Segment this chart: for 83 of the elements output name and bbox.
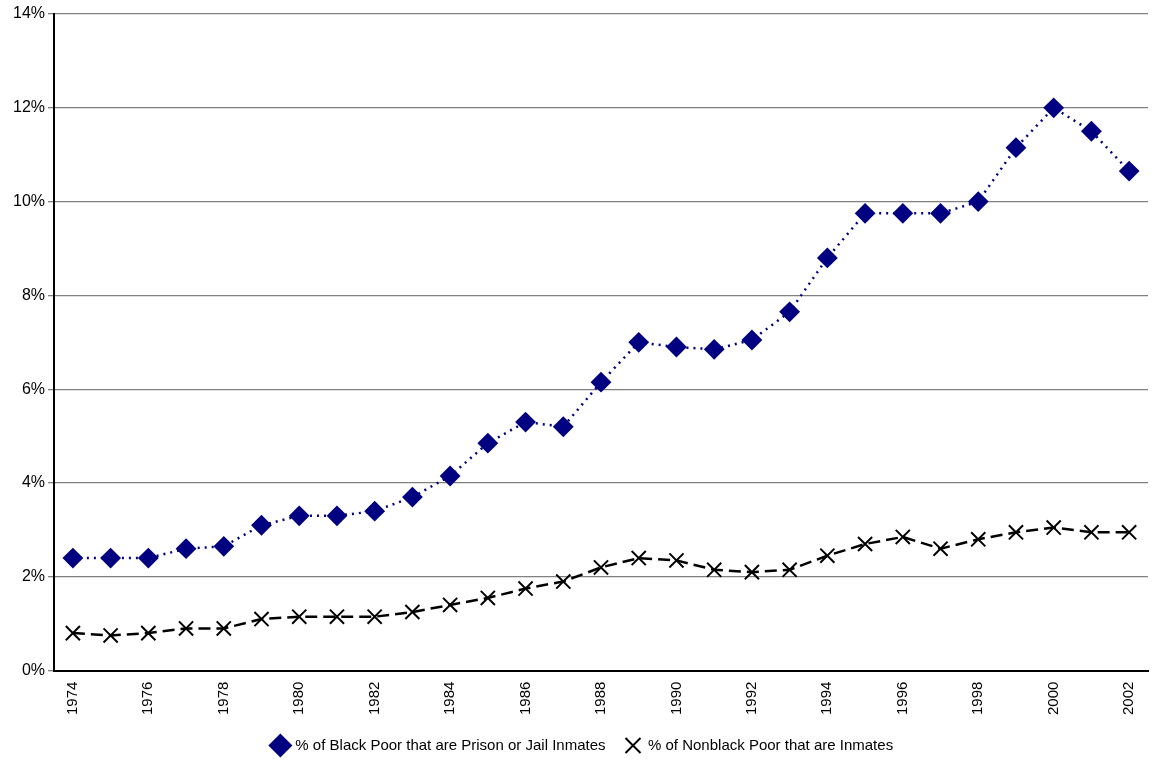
point xyxy=(1119,161,1140,182)
x-tick-label: 1974 xyxy=(63,681,81,716)
point xyxy=(668,552,685,569)
point xyxy=(666,337,687,358)
point xyxy=(402,487,423,508)
point xyxy=(176,538,197,559)
point xyxy=(932,540,949,557)
point xyxy=(817,247,838,268)
legend-label: % of Black Poor that are Prison or Jail Inmates xyxy=(295,735,606,753)
x-tick-label: 1996 xyxy=(892,681,910,716)
point xyxy=(894,528,911,546)
point xyxy=(515,412,536,433)
point xyxy=(741,329,762,350)
x-tick-label: 1998 xyxy=(968,681,986,716)
x-tick-label: 1976 xyxy=(138,681,156,716)
legend-label: % of Nonblack Poor that are Inmates xyxy=(648,735,894,753)
point xyxy=(1121,524,1138,541)
point xyxy=(892,203,913,224)
y-tick-label: 12% xyxy=(12,98,46,116)
x-tick-label: 2002 xyxy=(1119,681,1137,716)
point xyxy=(326,505,347,526)
point xyxy=(213,536,234,557)
x-tick-label: 1978 xyxy=(213,681,231,716)
point xyxy=(517,580,534,597)
point xyxy=(968,191,989,212)
point xyxy=(781,561,798,578)
x-tick-label: 1982 xyxy=(364,681,382,716)
point xyxy=(628,332,649,353)
x-tick-label: 2000 xyxy=(1043,681,1061,716)
x-tick-label: 1988 xyxy=(591,681,609,716)
point xyxy=(328,608,346,625)
x-tick-label: 1986 xyxy=(515,681,533,716)
point xyxy=(291,608,308,625)
y-tick-label: 10% xyxy=(12,192,46,210)
y-tick-label: 14% xyxy=(12,4,46,22)
point xyxy=(177,620,195,637)
x-tick-label: 1992 xyxy=(742,681,760,716)
point xyxy=(364,501,385,522)
point xyxy=(970,531,987,548)
point xyxy=(1083,524,1100,541)
point xyxy=(404,603,421,621)
point xyxy=(1007,524,1025,541)
point xyxy=(1043,97,1064,118)
point xyxy=(930,203,951,224)
point xyxy=(442,596,459,614)
point xyxy=(440,465,461,486)
point xyxy=(704,339,725,360)
y-tick-label: 2% xyxy=(21,567,46,585)
point xyxy=(1045,519,1062,536)
point xyxy=(1081,121,1102,142)
point xyxy=(855,203,876,224)
point xyxy=(477,433,498,454)
point xyxy=(64,625,81,642)
point xyxy=(289,505,310,526)
y-tick-label: 4% xyxy=(21,473,46,491)
point xyxy=(553,416,574,437)
point xyxy=(592,559,610,576)
point xyxy=(819,547,836,564)
x-tick-label: 1984 xyxy=(440,681,458,716)
point xyxy=(857,535,874,553)
point xyxy=(555,573,572,590)
point xyxy=(1005,137,1026,158)
point xyxy=(779,301,800,322)
point xyxy=(366,608,383,625)
point xyxy=(706,561,723,578)
x-tick-label: 1994 xyxy=(817,681,835,716)
point xyxy=(630,550,647,567)
x-tick-label: 1990 xyxy=(666,681,684,716)
point xyxy=(743,564,760,581)
point xyxy=(102,627,119,644)
point xyxy=(215,620,232,637)
x-tick-label: 1980 xyxy=(289,681,307,716)
point xyxy=(591,372,612,393)
y-tick-label: 8% xyxy=(21,285,46,303)
point xyxy=(251,515,272,536)
point xyxy=(100,548,121,569)
point xyxy=(479,589,496,606)
point xyxy=(140,625,157,642)
point xyxy=(253,610,270,628)
point xyxy=(62,548,83,569)
y-tick-label: 6% xyxy=(21,379,46,397)
point xyxy=(138,548,159,569)
y-tick-label: 0% xyxy=(21,661,46,679)
